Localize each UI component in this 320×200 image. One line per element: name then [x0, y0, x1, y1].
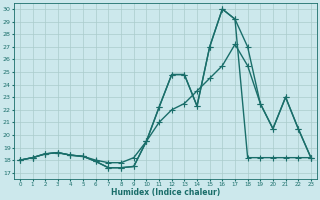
- X-axis label: Humidex (Indice chaleur): Humidex (Indice chaleur): [111, 188, 220, 197]
